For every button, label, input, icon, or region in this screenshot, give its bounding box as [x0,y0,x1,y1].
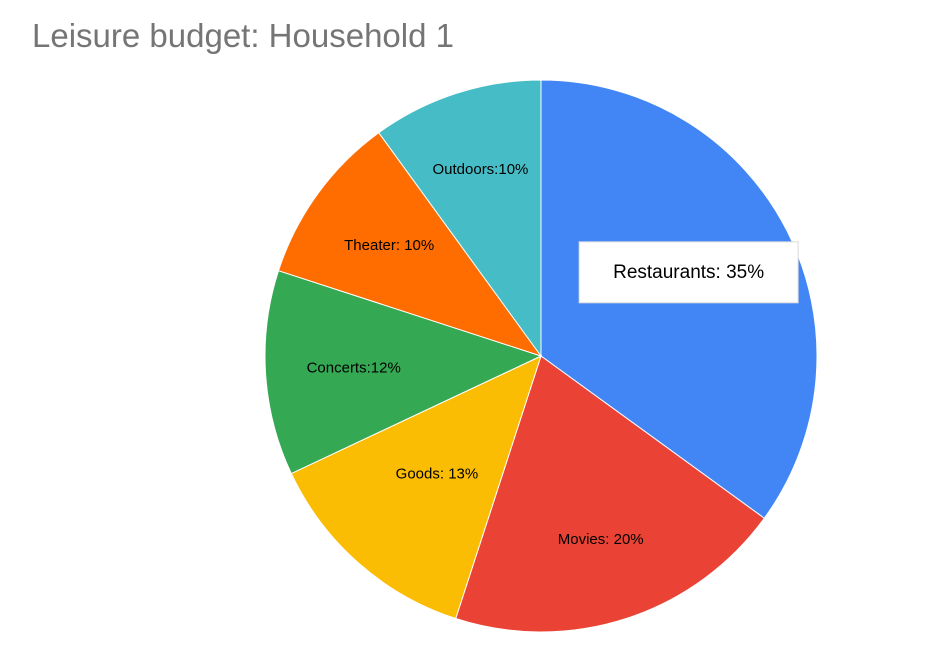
slice-label-theater: Theater: 10% [344,237,434,254]
slice-label-outdoors: Outdoors:10% [432,161,528,178]
chart-title: Leisure budget: Household 1 [32,17,454,54]
slice-labels: Restaurants: 35% Movies: 20% Goods: 13% Con… [307,161,799,548]
slice-label-concerts: Concerts:12% [307,359,401,376]
slice-concerts[interactable] [264,270,543,475]
slice-outdoors[interactable] [378,79,542,358]
slice-goods[interactable] [290,355,542,620]
slice-label-restaurants: Restaurants: 35% [613,262,764,283]
slice-movies[interactable] [455,355,765,633]
pie-slices [264,79,818,633]
slice-theater[interactable] [277,132,543,357]
slice-label-goods: Goods: 13% [396,466,479,483]
slice-label-movies: Movies: 20% [558,531,644,548]
slice-label-box-restaurants [578,241,799,304]
